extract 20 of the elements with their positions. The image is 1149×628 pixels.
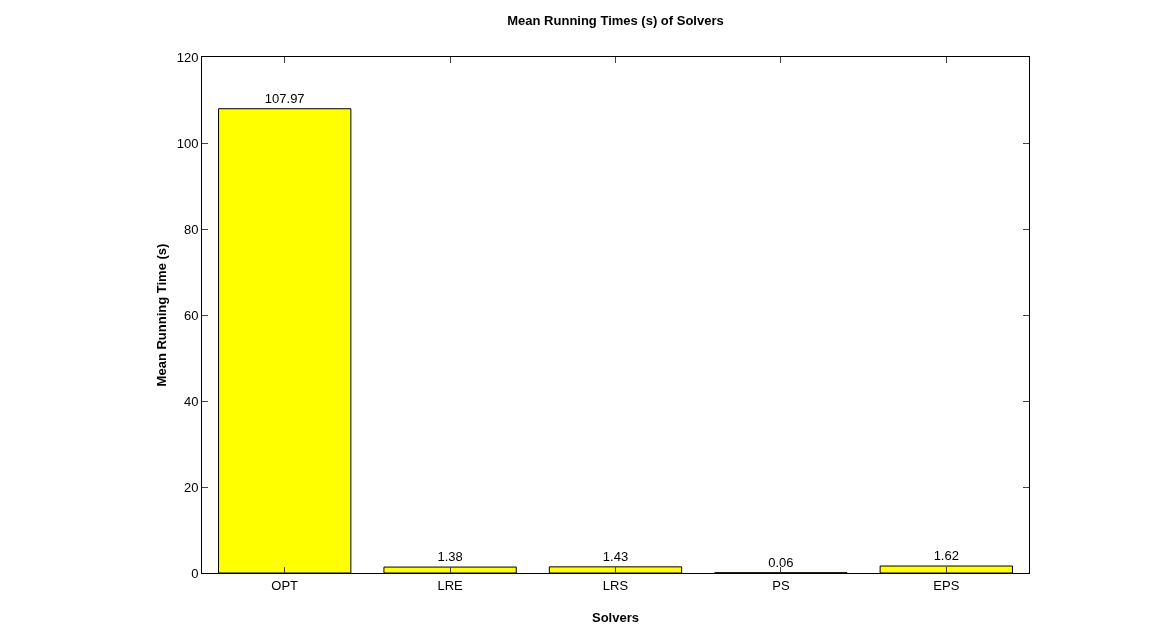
x-tick-label: OPT [271, 577, 299, 593]
y-axis-title: Mean Running Time (s) [154, 243, 169, 387]
x-tick-label: LRE [437, 577, 464, 593]
data-label: 1.62 [933, 548, 959, 564]
x-tick-label: EPS [933, 577, 960, 593]
x-tick-label: PS [772, 577, 790, 593]
y-tick-label: 0 [191, 565, 199, 581]
data-label: 0.06 [768, 554, 794, 570]
data-label: 1.38 [437, 549, 463, 565]
data-label: 107.97 [264, 90, 305, 106]
y-tick-label: 40 [183, 393, 199, 409]
y-tick-label: 120 [176, 49, 199, 65]
y-tick-label: 20 [183, 479, 199, 495]
y-tick-label: 60 [183, 307, 199, 323]
data-label: 1.43 [602, 548, 629, 564]
x-tick-label: LRS [602, 577, 629, 593]
y-tick-label: 80 [183, 221, 199, 237]
y-tick-label: 100 [176, 135, 199, 151]
chart-title: Mean Running Times (s) of Solvers [507, 12, 724, 28]
x-axis-title: Solvers [592, 610, 639, 625]
